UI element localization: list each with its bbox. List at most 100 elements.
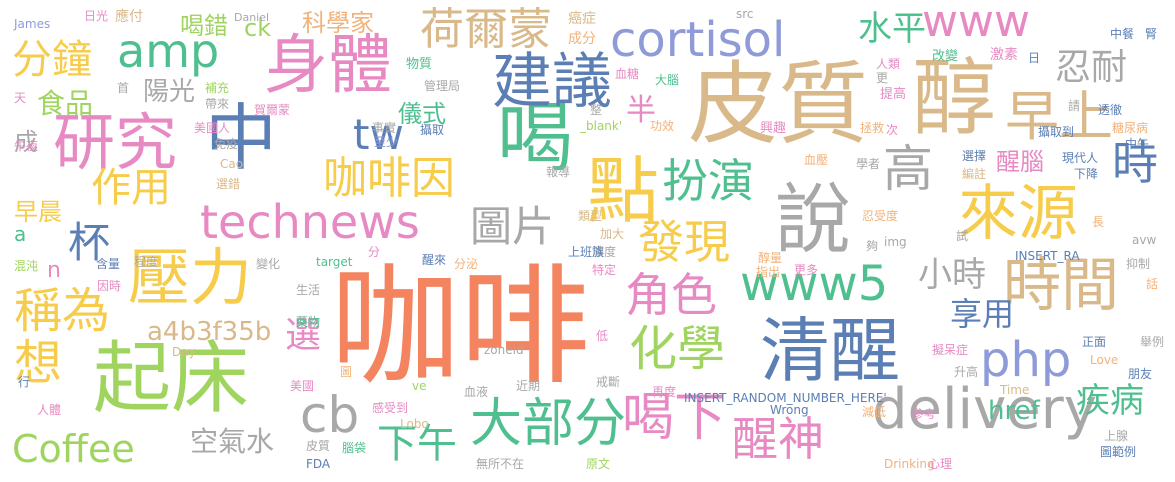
word-yinshi: 因時 (97, 279, 122, 293)
word-lobo: Lobo (400, 417, 429, 431)
word-zhengjiu: 拯救 (860, 121, 885, 135)
word-jieduan: 戒斷 (596, 375, 621, 389)
word-fenzhong: 分鐘 (12, 37, 92, 83)
word-jisu: 激素 (990, 47, 1018, 63)
word-shishi: 事實 (372, 121, 397, 135)
word-zaochen: 早晨 (14, 198, 62, 226)
word-jiaose: 角色 (625, 268, 717, 322)
word-chang: 長 (1092, 215, 1105, 229)
word-dailai: 帶來 (205, 97, 230, 111)
word-zhishao: 至少 (374, 135, 399, 149)
word-meiguoren: 美國人 (194, 121, 231, 135)
word-xuan: 選 (285, 315, 322, 356)
word-meiguo: 美國 (290, 379, 315, 393)
word-xinglai: 醒來 (422, 253, 447, 267)
word-cb: cb (300, 386, 360, 444)
word-php: php (980, 332, 1072, 388)
word-kafeiyin: 咖啡因 (323, 153, 455, 204)
word-day: Day (172, 345, 196, 359)
word-zhongwu: 中午 (1125, 137, 1150, 151)
word-zoneid: zoneid (484, 343, 524, 357)
word-kongqishui: 空氣水 (190, 425, 275, 458)
word-xiaoshi: 小時 (918, 255, 986, 295)
word-teding: 特定 (592, 263, 617, 277)
word-pizhi2: 皮質 (306, 439, 331, 453)
word-gaibian: 改變 (932, 49, 959, 64)
word-shen: 腎 (1145, 27, 1158, 41)
word-tw: tw (353, 110, 404, 159)
word-banyan: 扮演 (662, 154, 754, 208)
word-yangguang: 陽光 (143, 77, 196, 107)
word-img: img (884, 235, 907, 249)
word-sheqiu: 攝取 (420, 123, 445, 137)
word-touche: 透徹 (1098, 103, 1123, 117)
word-fenmi: 分泌 (454, 257, 479, 271)
word-coffee: Coffee (12, 427, 135, 471)
word-danao: 大腦 (655, 73, 680, 87)
word-drinking: Drinking (884, 457, 935, 471)
word-zaidu: 再度 (652, 385, 677, 399)
word-hexia: 喝下 (622, 388, 727, 448)
word-leixing: 類型 (578, 209, 603, 223)
word-yishi: 儀式 (398, 100, 446, 128)
word-zhichu: 指出 (756, 265, 781, 279)
word-bianzhu: 編註 (962, 167, 987, 181)
word-laiyuan: 來源 (958, 179, 1078, 249)
word-guanliju: 管理局 (424, 79, 461, 93)
word-hanliang: 含量 (96, 257, 121, 271)
word-naodai: 腦袋 (342, 441, 367, 455)
word-chidaizheng: 擬呆症 (932, 343, 969, 357)
word-chengwei: 稱為 (14, 283, 111, 339)
word-shenti: 身體 (264, 29, 392, 103)
word-baodao: 報導 (546, 165, 571, 179)
word-xuezhe: 學者 (856, 157, 881, 171)
word-buchong: 補充 (205, 81, 230, 95)
word-chengfen: 成分 (568, 31, 596, 47)
word-shenggao: 升高 (954, 365, 979, 379)
word-xing: 行 (18, 375, 31, 389)
word-technews: technews (200, 195, 420, 249)
word-dabufen: 大部分 (470, 394, 627, 454)
word-wuye: 午夜 (14, 139, 39, 153)
word-wrong: Wrong (770, 403, 809, 417)
word-yingfu: 應付 (115, 9, 143, 25)
word-shuo: 說 (775, 175, 851, 264)
word-zuoyong: 作用 (91, 165, 171, 211)
word-heermeng: 荷爾蒙 (420, 4, 552, 55)
word-jiada: 加大 (600, 227, 625, 241)
word-xiawu: 下午 (377, 421, 457, 467)
word-xiajiang: 下降 (1074, 167, 1099, 181)
word-gao: 高 (883, 140, 933, 198)
word-tian: 天 (14, 91, 27, 105)
word-ganshoudao: 感受到 (372, 401, 409, 415)
word-renlei: 人類 (876, 57, 901, 71)
word-xiandairen: 現代人 (1062, 151, 1099, 165)
word-target: target (316, 255, 353, 269)
word-zhongcan: 中餐 (1110, 27, 1135, 41)
word-geng: 更 (876, 71, 889, 85)
word-src: src (736, 7, 754, 21)
word-a4b3f35b: a4b3f35b (147, 317, 272, 347)
word-cheng: 成 (14, 128, 38, 156)
word-tu: 圖 (340, 365, 353, 379)
word-shi: 時 (1112, 136, 1158, 190)
word-avw: avw (1132, 233, 1157, 247)
word-ck: ck (244, 14, 272, 42)
word-gengduo: 更多 (794, 263, 819, 277)
word-shenghuo: 生活 (296, 283, 321, 297)
word-insert-ra: INSERT_RA (1015, 249, 1080, 263)
word-hua: 話 (1146, 277, 1159, 291)
word-jinqi: 近期 (516, 379, 541, 393)
word-yanjiu: 研究 (53, 106, 178, 179)
word-pengyou: 朋友 (1128, 367, 1153, 381)
word-kafei: 咖啡 (330, 251, 591, 403)
word-chengdu: 程度 (134, 255, 159, 269)
word-yizhi: 抑制 (1126, 257, 1151, 271)
word-xuetang: 血糖 (615, 67, 640, 81)
word-shi2: 試 (956, 229, 969, 243)
word-time: Time (1000, 383, 1030, 397)
word-shipin: 食品 (37, 87, 94, 120)
word-href: href (988, 396, 1040, 426)
word-cankao: 參考 (912, 407, 937, 421)
